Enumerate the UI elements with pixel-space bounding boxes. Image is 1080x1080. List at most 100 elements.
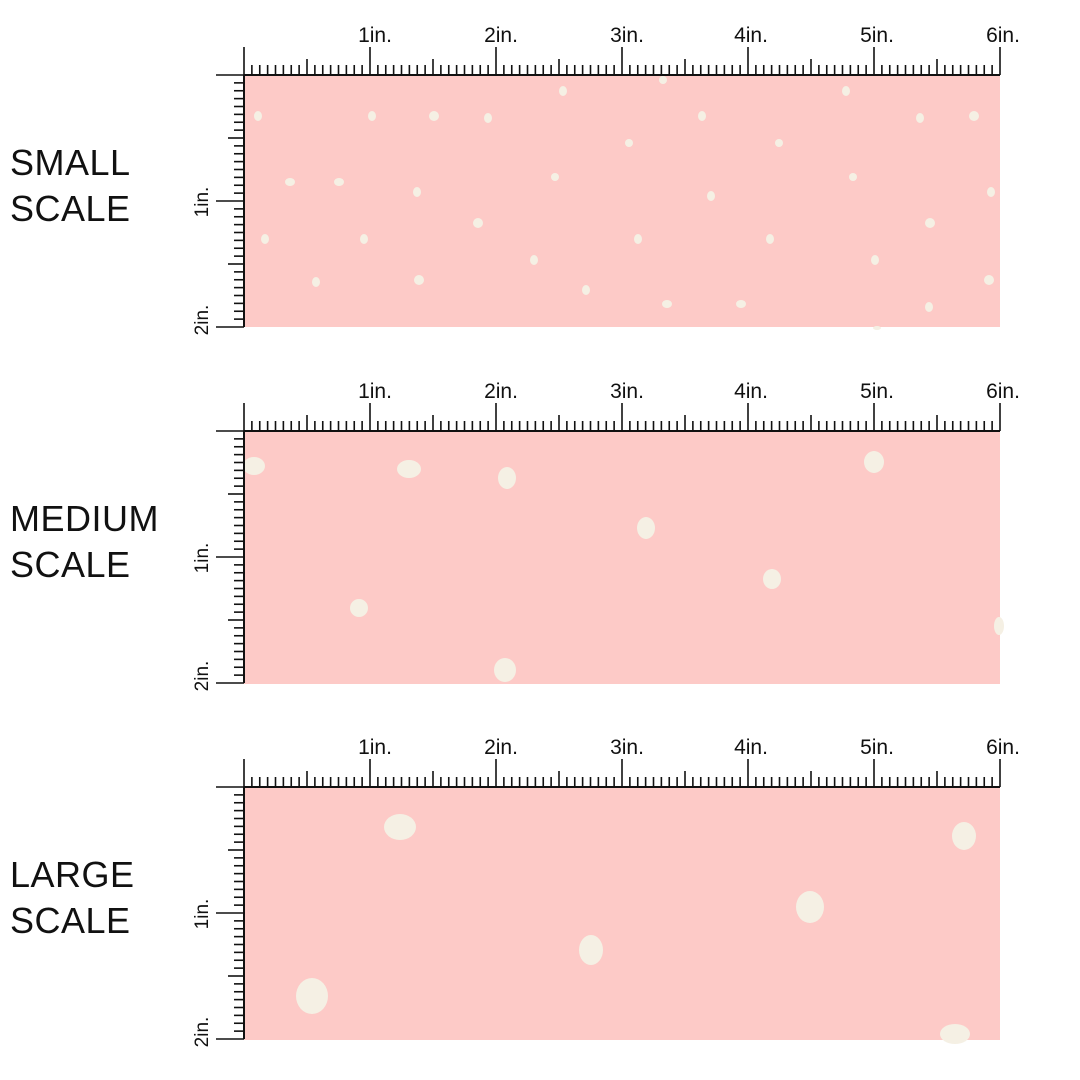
ruler-label-3in: 3in. bbox=[610, 24, 644, 47]
polka-dot bbox=[414, 275, 424, 285]
polka-dot bbox=[849, 173, 857, 181]
ruler-label-v-2in: 2in. bbox=[192, 305, 213, 336]
ruler-label-1in: 1in. bbox=[358, 736, 392, 759]
polka-dot bbox=[796, 891, 824, 923]
horizontal-ruler bbox=[243, 759, 1001, 788]
ruler-label-4in: 4in. bbox=[734, 24, 768, 47]
medium-scale-section: MEDIUM SCALE 1in. 2in. 3in. 4in. 5in. 6i… bbox=[0, 356, 1080, 712]
ruler-label-2in: 2in. bbox=[484, 736, 518, 759]
ruler-label-1in: 1in. bbox=[358, 24, 392, 47]
ruler-label-v-2in: 2in. bbox=[192, 1017, 213, 1048]
polka-dots bbox=[296, 814, 976, 1044]
polka-dot bbox=[736, 300, 746, 308]
ruler-label-2in: 2in. bbox=[484, 24, 518, 47]
large-scale-label: LARGE SCALE bbox=[10, 852, 135, 944]
ruler-label-4in: 4in. bbox=[734, 736, 768, 759]
small-ruler-fabric: 1in. 2in. 3in. 4in. 5in. 6in. 1in. 2in. bbox=[192, 24, 1020, 336]
ruler-label-v-1in: 1in. bbox=[192, 899, 213, 930]
polka-dot bbox=[530, 255, 538, 265]
polka-dot bbox=[296, 978, 328, 1014]
polka-dot bbox=[360, 234, 368, 244]
scale-label-line1: MEDIUM bbox=[10, 498, 159, 539]
polka-dot bbox=[925, 218, 935, 228]
ruler-label-v-1in: 1in. bbox=[192, 187, 213, 218]
ruler-label-v-2in: 2in. bbox=[192, 661, 213, 692]
polka-dot bbox=[350, 599, 368, 617]
polka-dot bbox=[368, 111, 376, 121]
polka-dot bbox=[484, 113, 492, 123]
polka-dot bbox=[916, 113, 924, 123]
polka-dot bbox=[864, 451, 884, 473]
polka-dot bbox=[940, 1024, 970, 1044]
ruler-label-6in: 6in. bbox=[986, 736, 1020, 759]
medium-ruler-fabric: 1in. 2in. 3in. 4in. 5in. 6in. 1in. 2in. bbox=[192, 380, 1020, 692]
fabric-swatch bbox=[244, 75, 1000, 327]
polka-dot bbox=[634, 234, 642, 244]
polka-dot bbox=[637, 517, 655, 539]
polka-dots bbox=[254, 76, 995, 330]
polka-dot bbox=[842, 86, 850, 96]
ruler-label-2in: 2in. bbox=[484, 380, 518, 403]
polka-dot bbox=[397, 460, 421, 478]
polka-dot bbox=[969, 111, 979, 121]
fabric-swatch bbox=[244, 431, 1000, 684]
polka-dot bbox=[662, 300, 672, 308]
polka-dot bbox=[582, 285, 590, 295]
ruler-label-5in: 5in. bbox=[860, 736, 894, 759]
horizontal-ruler bbox=[243, 403, 1001, 432]
polka-dot bbox=[952, 822, 976, 850]
polka-dot bbox=[925, 302, 933, 312]
ruler-label-4in: 4in. bbox=[734, 380, 768, 403]
polka-dot bbox=[698, 111, 706, 121]
scale-label-line2: SCALE bbox=[10, 544, 131, 585]
large-scale-section: LARGE SCALE 1in. 2in. 3in. 4in. 5in. 6in… bbox=[0, 712, 1080, 1068]
horizontal-ruler bbox=[243, 47, 1001, 76]
polka-dot bbox=[707, 191, 715, 201]
ruler-label-1in: 1in. bbox=[358, 380, 392, 403]
polka-dot bbox=[659, 76, 667, 84]
fabric-swatch bbox=[244, 787, 1000, 1040]
scale-label-line2: SCALE bbox=[10, 188, 131, 229]
polka-dot bbox=[871, 255, 879, 265]
polka-dot bbox=[312, 277, 320, 287]
ruler-label-3in: 3in. bbox=[610, 380, 644, 403]
polka-dot bbox=[551, 173, 559, 181]
scale-label-line1: SMALL bbox=[10, 142, 131, 183]
polka-dot bbox=[763, 569, 781, 589]
polka-dot bbox=[494, 658, 516, 682]
ruler-label-6in: 6in. bbox=[986, 24, 1020, 47]
small-scale-section: SMALL SCALE 1in. 2in. 3in. bbox=[0, 0, 1080, 356]
polka-dot bbox=[498, 467, 516, 489]
vertical-ruler bbox=[216, 74, 245, 328]
scale-label-line2: SCALE bbox=[10, 900, 131, 941]
polka-dot bbox=[984, 275, 994, 285]
scale-label-line1: LARGE bbox=[10, 854, 135, 895]
vertical-ruler bbox=[216, 786, 245, 1040]
polka-dot bbox=[473, 218, 483, 228]
polka-dot bbox=[429, 111, 439, 121]
polka-dot bbox=[987, 187, 995, 197]
polka-dots bbox=[243, 451, 1004, 682]
polka-dot bbox=[261, 234, 269, 244]
polka-dot bbox=[579, 935, 603, 965]
ruler-label-5in: 5in. bbox=[860, 380, 894, 403]
polka-dot bbox=[994, 617, 1004, 635]
polka-dot bbox=[334, 178, 344, 186]
ruler-label-5in: 5in. bbox=[860, 24, 894, 47]
large-ruler-fabric: 1in. 2in. 3in. 4in. 5in. 6in. 1in. 2in. bbox=[192, 736, 1020, 1048]
polka-dot bbox=[254, 111, 262, 121]
medium-scale-label: MEDIUM SCALE bbox=[10, 496, 159, 588]
polka-dot bbox=[873, 326, 881, 330]
polka-dot bbox=[775, 139, 783, 147]
polka-dot bbox=[384, 814, 416, 840]
polka-dot bbox=[766, 234, 774, 244]
ruler-label-6in: 6in. bbox=[986, 380, 1020, 403]
ruler-label-v-1in: 1in. bbox=[192, 543, 213, 574]
polka-dot bbox=[285, 178, 295, 186]
vertical-ruler bbox=[216, 430, 245, 684]
small-scale-label: SMALL SCALE bbox=[10, 140, 131, 232]
ruler-label-3in: 3in. bbox=[610, 736, 644, 759]
polka-dot bbox=[559, 86, 567, 96]
polka-dot bbox=[625, 139, 633, 147]
polka-dot bbox=[413, 187, 421, 197]
